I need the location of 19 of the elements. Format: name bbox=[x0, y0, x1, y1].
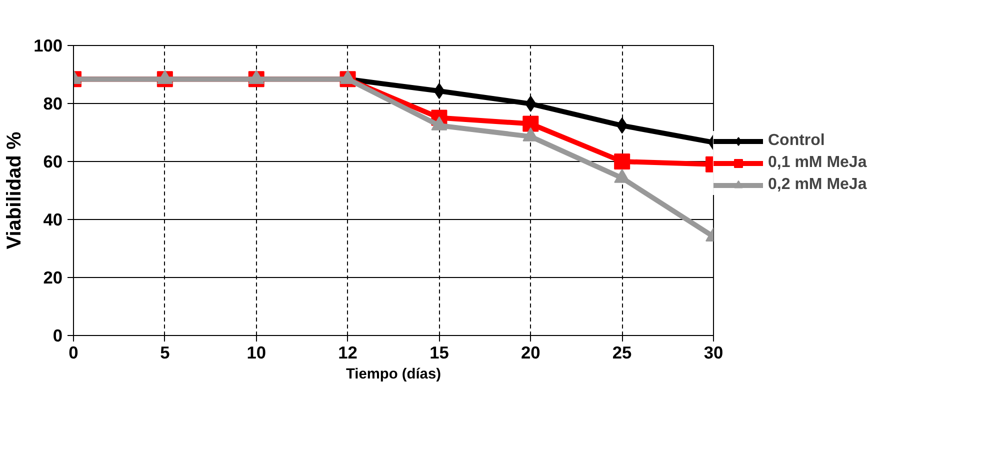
legend-label: 0,1 mM MeJa bbox=[768, 154, 867, 172]
x-tick-label: 25 bbox=[612, 342, 632, 362]
x-tick-label: 5 bbox=[160, 342, 170, 362]
x-tick-label: 12 bbox=[338, 342, 358, 362]
y-tick-label: 60 bbox=[43, 152, 63, 172]
y-axis-title: Viabilidad % bbox=[4, 132, 26, 250]
y-tick-label: 20 bbox=[43, 268, 63, 288]
x-tick-label: 30 bbox=[704, 342, 724, 362]
y-tick-label: 40 bbox=[43, 210, 63, 230]
y-tick-label: 80 bbox=[43, 94, 63, 114]
y-tick-label: 100 bbox=[34, 36, 63, 56]
x-tick-label: 10 bbox=[246, 342, 266, 362]
x-axis-title: Tiempo (días) bbox=[346, 366, 442, 382]
y-tick-label: 0 bbox=[52, 326, 63, 346]
legend-label: Control bbox=[768, 132, 825, 150]
x-tick-label: 15 bbox=[430, 342, 450, 362]
legend-label: 0,2 mM MeJa bbox=[768, 176, 867, 194]
x-tick-label: 0 bbox=[68, 342, 78, 362]
x-tick-label: 20 bbox=[521, 342, 540, 362]
